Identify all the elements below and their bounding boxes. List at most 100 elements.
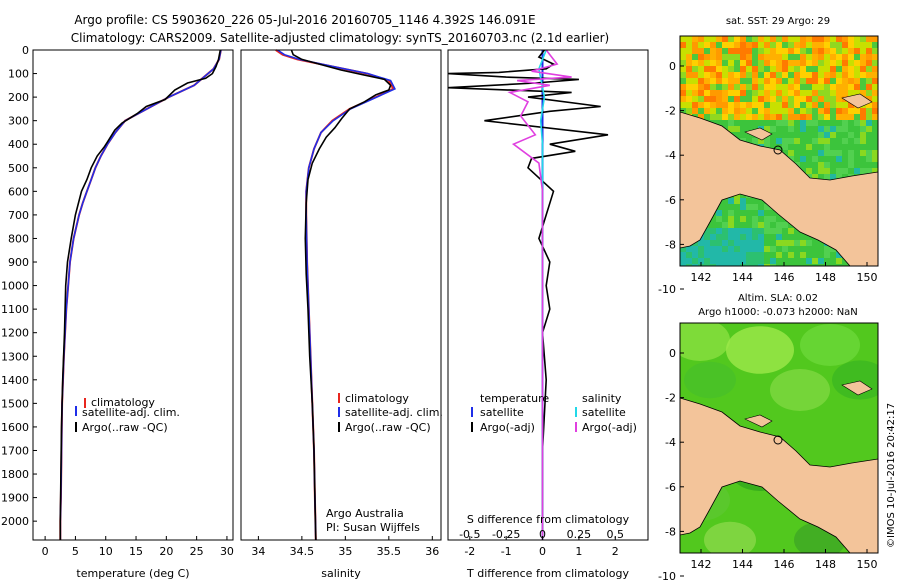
sst-pixel xyxy=(704,48,710,54)
sst-pixel xyxy=(806,114,812,120)
sst-pixel xyxy=(722,264,728,266)
sst-pixel xyxy=(710,228,716,234)
sst-pixel xyxy=(716,78,722,84)
sst-pixel xyxy=(686,54,692,60)
sst-pixel xyxy=(686,72,692,78)
sst-pixel xyxy=(824,66,830,72)
sst-pixel xyxy=(752,216,758,222)
sst-pixel xyxy=(734,90,740,96)
sst-pixel xyxy=(770,42,776,48)
sst-pixel xyxy=(758,120,764,126)
sst-pixel xyxy=(818,126,824,132)
sst-pixel xyxy=(818,258,824,264)
sst-pixel xyxy=(872,66,878,72)
sst-pixel xyxy=(680,66,686,72)
sst-pixel xyxy=(812,120,818,126)
sst-pixel xyxy=(818,78,824,84)
sst-pixel xyxy=(812,252,818,258)
sst-pixel xyxy=(818,90,824,96)
sst-pixel xyxy=(848,108,854,114)
sla-map-frame xyxy=(679,322,879,554)
sst-pixel xyxy=(734,246,740,252)
sst-pixel xyxy=(824,108,830,114)
sst-pixel xyxy=(818,102,824,108)
sst-pixel xyxy=(872,72,878,78)
sst-pixel xyxy=(704,114,710,120)
sst-pixel xyxy=(788,108,794,114)
sst-pixel xyxy=(830,90,836,96)
sal-legend-satellite-label: satellite-adj. clim. xyxy=(345,406,443,419)
sst-pixel xyxy=(746,84,752,90)
sst-pixel xyxy=(806,42,812,48)
differences-xtick-label: -2 xyxy=(464,545,475,558)
sst-pixel xyxy=(746,252,752,258)
sst-pixel xyxy=(770,108,776,114)
sst-pixel xyxy=(842,156,848,162)
sst-pixel xyxy=(866,72,872,78)
sst-pixel xyxy=(776,228,782,234)
sst-pixel xyxy=(758,108,764,114)
sst-pixel xyxy=(740,96,746,102)
sst-pixel xyxy=(812,150,818,156)
sst-pixel xyxy=(710,264,716,266)
sst-pixel xyxy=(728,198,734,204)
sst-pixel xyxy=(728,264,734,266)
sst-pixel xyxy=(812,156,818,162)
sst-pixel xyxy=(860,144,866,150)
sst-pixel xyxy=(788,72,794,78)
sst-pixel xyxy=(782,60,788,66)
sst-pixel xyxy=(818,264,824,266)
temperature-series-argo-raw-qc- xyxy=(59,49,222,540)
sst-pixel xyxy=(770,252,776,258)
sst-pixel xyxy=(686,48,692,54)
sst-pixel xyxy=(740,240,746,246)
sst-pixel xyxy=(836,264,842,266)
sst-pixel xyxy=(800,246,806,252)
sst-pixel xyxy=(770,258,776,264)
sla-land-island xyxy=(744,414,773,428)
sst-pixel xyxy=(860,114,866,120)
sst-pixel xyxy=(818,84,824,90)
sst-pixel xyxy=(842,258,848,264)
sst-pixel xyxy=(866,150,872,156)
sst-pixel xyxy=(794,234,800,240)
sst-pixel xyxy=(764,246,770,252)
sst-pixel xyxy=(716,96,722,102)
sst-pixel xyxy=(734,96,740,102)
sst-pixel xyxy=(830,150,836,156)
sst-pixel xyxy=(830,174,836,180)
sst-pixel xyxy=(722,198,728,204)
map-xtick-label: 142 xyxy=(691,271,712,284)
map-ytick-label: 0 xyxy=(669,347,676,360)
sst-pixel xyxy=(800,264,806,266)
sst-pixel xyxy=(872,84,878,90)
sst-pixel xyxy=(788,78,794,84)
sst-pixel xyxy=(866,132,872,138)
sst-pixel xyxy=(728,252,734,258)
sst-pixel xyxy=(680,258,686,264)
sst-pixel xyxy=(776,114,782,120)
sst-pixel xyxy=(722,90,728,96)
sst-pixel xyxy=(716,228,722,234)
sst-pixel xyxy=(854,42,860,48)
temperature-xtick-label: 5 xyxy=(72,545,79,558)
sst-pixel xyxy=(866,126,872,132)
sst-pixel xyxy=(812,72,818,78)
sst-pixel xyxy=(740,54,746,60)
sst-pixel xyxy=(740,216,746,222)
sst-pixel xyxy=(824,252,830,258)
sst-pixel xyxy=(788,132,794,138)
sst-pixel xyxy=(776,144,782,150)
sst-pixel xyxy=(872,150,878,156)
sst-pixel xyxy=(770,84,776,90)
sst-pixel xyxy=(794,78,800,84)
sst-pixel xyxy=(704,240,710,246)
sst-pixel xyxy=(716,42,722,48)
sst-pixel xyxy=(740,246,746,252)
sst-map-title: sat. SST: 29 Argo: 29 xyxy=(726,16,830,27)
sst-pixel xyxy=(722,240,728,246)
sst-pixel xyxy=(800,78,806,84)
sst-pixel xyxy=(824,42,830,48)
sst-pixel xyxy=(746,60,752,66)
sst-pixel xyxy=(740,84,746,90)
